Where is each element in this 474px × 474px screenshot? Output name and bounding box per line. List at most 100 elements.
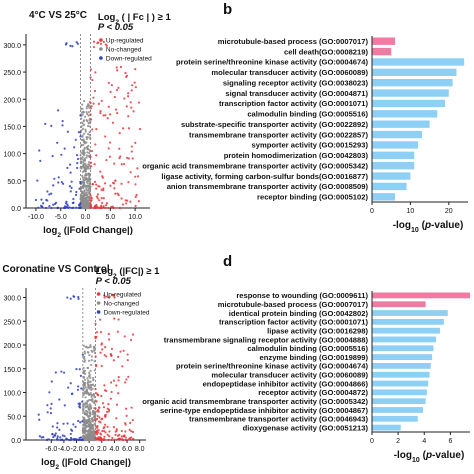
data-point [109,184,112,187]
category-label: enzyme binding (GO:0019899) [260,353,369,362]
data-point [49,407,52,410]
data-point [100,188,103,191]
data-point [91,183,95,186]
data-point [122,438,125,442]
data-point [54,432,57,435]
category-label: receptor activity (GO:0004872) [258,388,368,397]
data-point [70,392,74,396]
threshold-label: Log2 ( | Fc | ) ≥ 1 [98,12,172,26]
data-point [80,151,83,154]
y-tick-label: 300.0 [3,43,21,50]
data-point [71,45,74,48]
data-point [69,438,73,442]
data-point [56,435,59,438]
data-point [95,204,98,207]
data-point [104,204,108,207]
data-point [121,203,125,206]
legend-label: Down-regulated [106,56,152,63]
data-point [74,138,77,141]
category-label: response to wounding (GO:0009611) [236,291,368,300]
data-point [99,331,102,334]
data-point [85,137,88,141]
data-point [110,381,113,384]
pvalue-label: P < 0.05 [96,276,132,287]
data-point [125,202,128,205]
data-point [83,355,86,359]
bar [372,193,396,201]
data-point [99,318,102,321]
data-point [115,66,118,69]
data-point [71,429,74,432]
data-point [87,160,91,164]
data-point [90,349,93,352]
x-tick-label: 0 [370,438,374,445]
data-point [53,202,57,206]
data-point [72,197,75,201]
x-tick-label: 10 [407,208,415,215]
data-point [94,411,97,414]
data-point [46,438,49,441]
data-point [83,422,86,425]
data-point [131,418,134,422]
data-point [48,204,51,208]
data-point [127,115,130,118]
data-point [92,379,95,382]
data-point [114,108,118,111]
data-point [94,422,97,425]
data-point [69,44,72,47]
data-point [89,345,92,348]
data-point [38,149,41,152]
data-point [92,96,95,99]
data-point [66,422,69,425]
data-point [117,376,120,379]
data-point [63,435,66,438]
data-point [101,201,104,205]
data-point [134,86,137,89]
data-point [87,184,90,187]
data-point [100,99,103,103]
data-point [92,40,96,43]
data-point [103,435,106,438]
bar [372,363,431,369]
volcano-plot-a: 0.0 50.0 100.0 150.0 200.0 250.0 300.0 -10.0 -5.… [3,10,171,239]
data-point [94,419,97,422]
data-point [77,438,80,442]
data-point [90,395,93,399]
y-tick-label: 250.0 [3,319,21,326]
data-point [90,424,94,427]
data-point [75,190,78,194]
data-point [116,330,119,333]
x-tick-label: 2.0 [97,446,107,453]
data-point [128,428,131,431]
data-point [96,197,99,200]
data-point [94,407,97,410]
data-point [76,388,79,391]
data-point [79,421,82,424]
data-point [83,359,87,362]
x-tick-label: 4 [422,438,426,445]
data-point [94,322,97,325]
data-point [87,366,90,370]
category-label: microtubule-based process (GO:0007017) [218,37,369,46]
data-point [116,69,119,72]
y-tick-label: 50.0 [7,414,21,421]
y-tick-label: 0.0 [11,438,21,445]
data-point [69,436,73,440]
category-label: transcription factor activity (GO:000107… [219,99,368,108]
data-point [82,394,85,397]
data-point [126,156,129,159]
data-point [88,148,91,152]
y-tick-label: 100.0 [3,152,21,159]
data-point [114,179,117,182]
data-point [89,206,92,209]
data-point [109,90,112,93]
data-point [130,145,133,148]
data-point [82,382,85,385]
data-point [87,151,91,155]
data-point [34,198,38,202]
category-label: lipase activity (GO:0016298) [267,326,368,335]
data-point [56,426,59,429]
data-point [58,428,61,431]
data-point [106,425,109,428]
data-point [103,389,107,392]
